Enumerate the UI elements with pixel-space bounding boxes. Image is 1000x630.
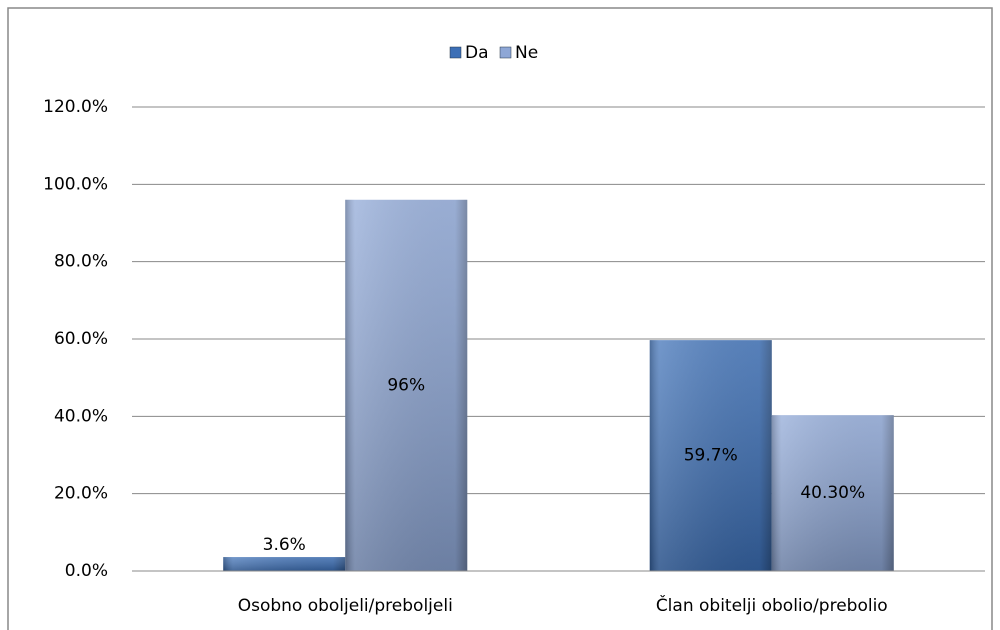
bar-shade xyxy=(649,340,772,571)
x-tick-label: Osobno oboljeli/preboljeli xyxy=(238,596,453,616)
data-label: 96% xyxy=(387,375,425,395)
y-tick-label: 20.0% xyxy=(54,484,108,504)
legend-label: Da xyxy=(465,43,489,63)
data-label: 3.6% xyxy=(263,535,306,555)
bar-shade xyxy=(771,415,894,571)
y-tick-label: 120.0% xyxy=(43,97,108,117)
bar-shade xyxy=(345,199,468,572)
bar-shade xyxy=(223,557,346,571)
x-tick-label: Član obitelji obolio/prebolio xyxy=(656,594,888,616)
y-tick-label: 80.0% xyxy=(54,252,108,272)
y-tick-label: 40.0% xyxy=(54,406,108,426)
legend-swatch xyxy=(499,46,512,59)
legend-swatch xyxy=(449,46,462,59)
data-label: 59.7% xyxy=(684,446,738,466)
y-tick-label: 0.0% xyxy=(65,561,108,581)
y-tick-label: 100.0% xyxy=(43,174,108,194)
y-tick-label: 60.0% xyxy=(54,329,108,349)
legend-label: Ne xyxy=(515,43,538,63)
data-label: 40.30% xyxy=(800,483,865,503)
